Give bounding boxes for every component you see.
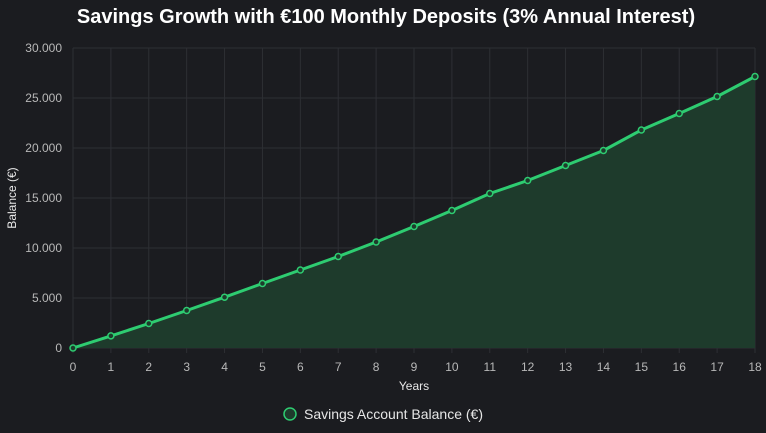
data-point-8[interactable] bbox=[372, 238, 380, 246]
x-tick-label-6: 6 bbox=[297, 360, 304, 374]
data-point-0[interactable] bbox=[69, 344, 77, 352]
x-axis-ticks: 0 1 2 3 4 5 6 7 8 9 10 11 12 13 14 15 16 17 18 bbox=[70, 360, 762, 374]
chart-title: Savings Growth with €100 Monthly Deposit… bbox=[77, 6, 695, 28]
x-tick-label-1: 1 bbox=[108, 360, 115, 374]
y-tick-label-4: 20.000 bbox=[25, 141, 62, 155]
data-point-18[interactable] bbox=[751, 72, 759, 81]
x-tick-label-18: 18 bbox=[748, 360, 762, 374]
x-tick-label-9: 9 bbox=[411, 360, 418, 374]
legend-swatch-savings[interactable] bbox=[283, 407, 297, 421]
y-axis-ticks: 0 5.000 10.000 15.000 20.000 25.000 30.000 bbox=[25, 41, 62, 355]
data-point-2[interactable] bbox=[145, 319, 153, 328]
data-point-13[interactable] bbox=[561, 161, 570, 170]
x-tick-label-16: 16 bbox=[673, 360, 687, 374]
x-tick-label-2: 2 bbox=[145, 360, 152, 374]
legend-label-savings[interactable]: Savings Account Balance (€) bbox=[304, 406, 483, 422]
x-tick-label-10: 10 bbox=[445, 360, 459, 374]
y-tick-label-5: 25.000 bbox=[25, 91, 62, 105]
y-axis-title: Balance (€) bbox=[5, 167, 19, 228]
x-tick-label-12: 12 bbox=[521, 360, 535, 374]
x-tick-label-8: 8 bbox=[373, 360, 380, 374]
x-tick-label-14: 14 bbox=[597, 360, 611, 374]
x-tick-label-3: 3 bbox=[183, 360, 190, 374]
area-fill-layer bbox=[73, 76, 755, 348]
x-tick-label-4: 4 bbox=[221, 360, 228, 374]
data-point-17[interactable] bbox=[713, 92, 721, 101]
data-point-9[interactable] bbox=[410, 222, 418, 231]
data-point-1[interactable] bbox=[107, 332, 115, 340]
x-tick-label-15: 15 bbox=[635, 360, 649, 374]
x-tick-label-11: 11 bbox=[484, 360, 497, 374]
y-tick-label-6: 30.000 bbox=[25, 41, 62, 55]
x-tick-label-17: 17 bbox=[710, 360, 724, 374]
data-point-14[interactable] bbox=[599, 146, 608, 155]
data-point-3[interactable] bbox=[182, 306, 191, 315]
data-point-16[interactable] bbox=[675, 109, 683, 118]
data-point-11[interactable] bbox=[486, 189, 494, 198]
x-tick-label-5: 5 bbox=[259, 360, 266, 374]
data-point-7[interactable] bbox=[334, 252, 342, 261]
data-point-15[interactable] bbox=[637, 126, 646, 134]
series-area-0 bbox=[73, 76, 755, 348]
data-point-5[interactable] bbox=[258, 279, 267, 288]
x-tick-label-0: 0 bbox=[70, 360, 77, 374]
legend[interactable]: Savings Account Balance (€) bbox=[283, 406, 483, 422]
x-axis-title: Years bbox=[399, 379, 429, 393]
data-points bbox=[69, 72, 759, 352]
y-tick-label-0: 0 bbox=[55, 341, 62, 355]
data-point-6[interactable] bbox=[296, 266, 305, 274]
data-point-12[interactable] bbox=[523, 176, 532, 185]
x-tick-label-7: 7 bbox=[335, 360, 342, 374]
data-point-10[interactable] bbox=[448, 206, 456, 215]
y-tick-label-1: 5.000 bbox=[32, 291, 62, 305]
y-tick-label-2: 10.000 bbox=[25, 241, 62, 255]
data-point-4[interactable] bbox=[220, 293, 229, 301]
y-tick-label-3: 15.000 bbox=[25, 191, 62, 205]
x-tick-label-13: 13 bbox=[559, 360, 573, 374]
